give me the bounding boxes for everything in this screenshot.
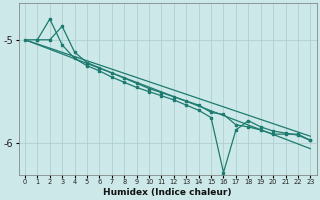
X-axis label: Humidex (Indice chaleur): Humidex (Indice chaleur) [103, 188, 232, 197]
